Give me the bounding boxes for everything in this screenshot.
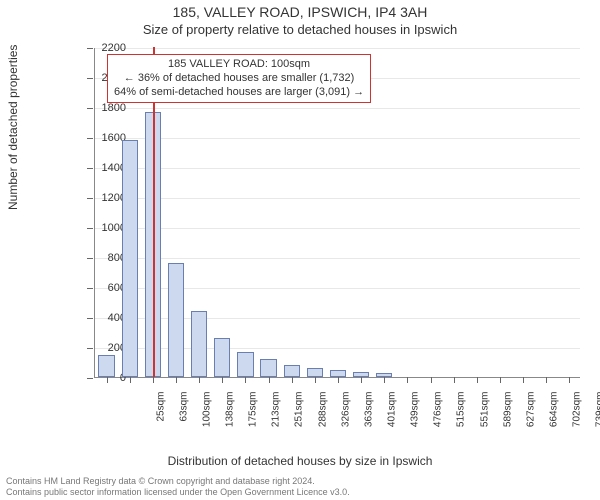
x-tick [569, 377, 570, 383]
x-tick-label: 213sqm [271, 392, 282, 442]
y-axis-label: Number of detached properties [6, 45, 20, 210]
x-tick-label: 664sqm [549, 392, 560, 442]
x-tick-label: 175sqm [248, 392, 259, 442]
y-tick [87, 288, 93, 289]
x-tick-label: 288sqm [317, 392, 328, 442]
callout-line-1: 185 VALLEY ROAD: 100sqm [114, 58, 364, 72]
x-tick [107, 377, 108, 383]
gridline [95, 258, 580, 259]
y-tick [87, 78, 93, 79]
x-tick [338, 377, 339, 383]
callout-line-2: ← 36% of detached houses are smaller (1,… [114, 72, 364, 86]
gridline [95, 228, 580, 229]
page-title: 185, VALLEY ROAD, IPSWICH, IP4 3AH [0, 0, 600, 20]
x-tick [245, 377, 246, 383]
y-tick-label: 1800 [102, 102, 126, 114]
x-tick-label: 63sqm [178, 392, 189, 442]
page-subtitle: Size of property relative to detached ho… [0, 20, 600, 37]
x-tick-label: 138sqm [225, 392, 236, 442]
histogram-bar [168, 263, 184, 377]
histogram-bar [284, 365, 300, 377]
y-tick [87, 258, 93, 259]
y-tick [87, 198, 93, 199]
x-tick [431, 377, 432, 383]
footer-attribution: Contains HM Land Registry data © Crown c… [6, 476, 350, 498]
x-tick-label: 363sqm [363, 392, 374, 442]
x-tick [199, 377, 200, 383]
y-tick-label: 2200 [102, 42, 126, 54]
gridline [95, 138, 580, 139]
x-tick [384, 377, 385, 383]
x-tick [361, 377, 362, 383]
x-axis-label: Distribution of detached houses by size … [0, 454, 600, 468]
y-tick [87, 168, 93, 169]
y-tick [87, 138, 93, 139]
x-tick-label: 515sqm [456, 392, 467, 442]
x-tick-label: 551sqm [479, 392, 490, 442]
y-tick [87, 348, 93, 349]
x-tick-label: 702sqm [572, 392, 583, 442]
x-tick-label: 627sqm [525, 392, 536, 442]
chart-container: 185, VALLEY ROAD, IPSWICH, IP4 3AH Size … [0, 0, 600, 500]
gridline [95, 108, 580, 109]
histogram-bar [214, 338, 230, 377]
x-tick [292, 377, 293, 383]
footer-line-2: Contains public sector information licen… [6, 487, 350, 498]
x-tick [222, 377, 223, 383]
x-tick-label: 100sqm [201, 392, 212, 442]
x-tick-label: 251sqm [294, 392, 305, 442]
histogram-bar [191, 311, 207, 377]
x-tick [153, 377, 154, 383]
x-tick-label: 439sqm [410, 392, 421, 442]
histogram-bar [122, 140, 138, 377]
y-tick [87, 318, 93, 319]
x-tick [315, 377, 316, 383]
y-tick [87, 378, 93, 379]
x-tick [477, 377, 478, 383]
x-tick-label: 476sqm [433, 392, 444, 442]
x-tick-label: 739sqm [595, 392, 600, 442]
histogram-bar [307, 368, 323, 377]
histogram-bar [98, 355, 114, 378]
callout-line-3: 64% of semi-detached houses are larger (… [114, 86, 364, 100]
chart-area: 0200400600800100012001400160018002000220… [60, 48, 580, 418]
x-tick-label: 589sqm [502, 392, 513, 442]
x-tick-label: 326sqm [340, 392, 351, 442]
gridline [95, 198, 580, 199]
x-tick [407, 377, 408, 383]
histogram-bar [330, 370, 346, 377]
x-tick [500, 377, 501, 383]
x-tick [130, 377, 131, 383]
x-tick [523, 377, 524, 383]
x-tick-label: 25sqm [155, 392, 166, 442]
x-tick [176, 377, 177, 383]
plot-area: 0200400600800100012001400160018002000220… [94, 48, 580, 378]
x-tick [269, 377, 270, 383]
property-callout: 185 VALLEY ROAD: 100sqm← 36% of detached… [107, 54, 371, 103]
histogram-bar [237, 352, 253, 378]
y-tick [87, 48, 93, 49]
x-tick [454, 377, 455, 383]
x-tick [546, 377, 547, 383]
y-tick [87, 228, 93, 229]
gridline [95, 48, 580, 49]
x-tick-label: 401sqm [387, 392, 398, 442]
y-tick [87, 108, 93, 109]
histogram-bar [260, 359, 276, 377]
footer-line-1: Contains HM Land Registry data © Crown c… [6, 476, 350, 487]
gridline [95, 168, 580, 169]
